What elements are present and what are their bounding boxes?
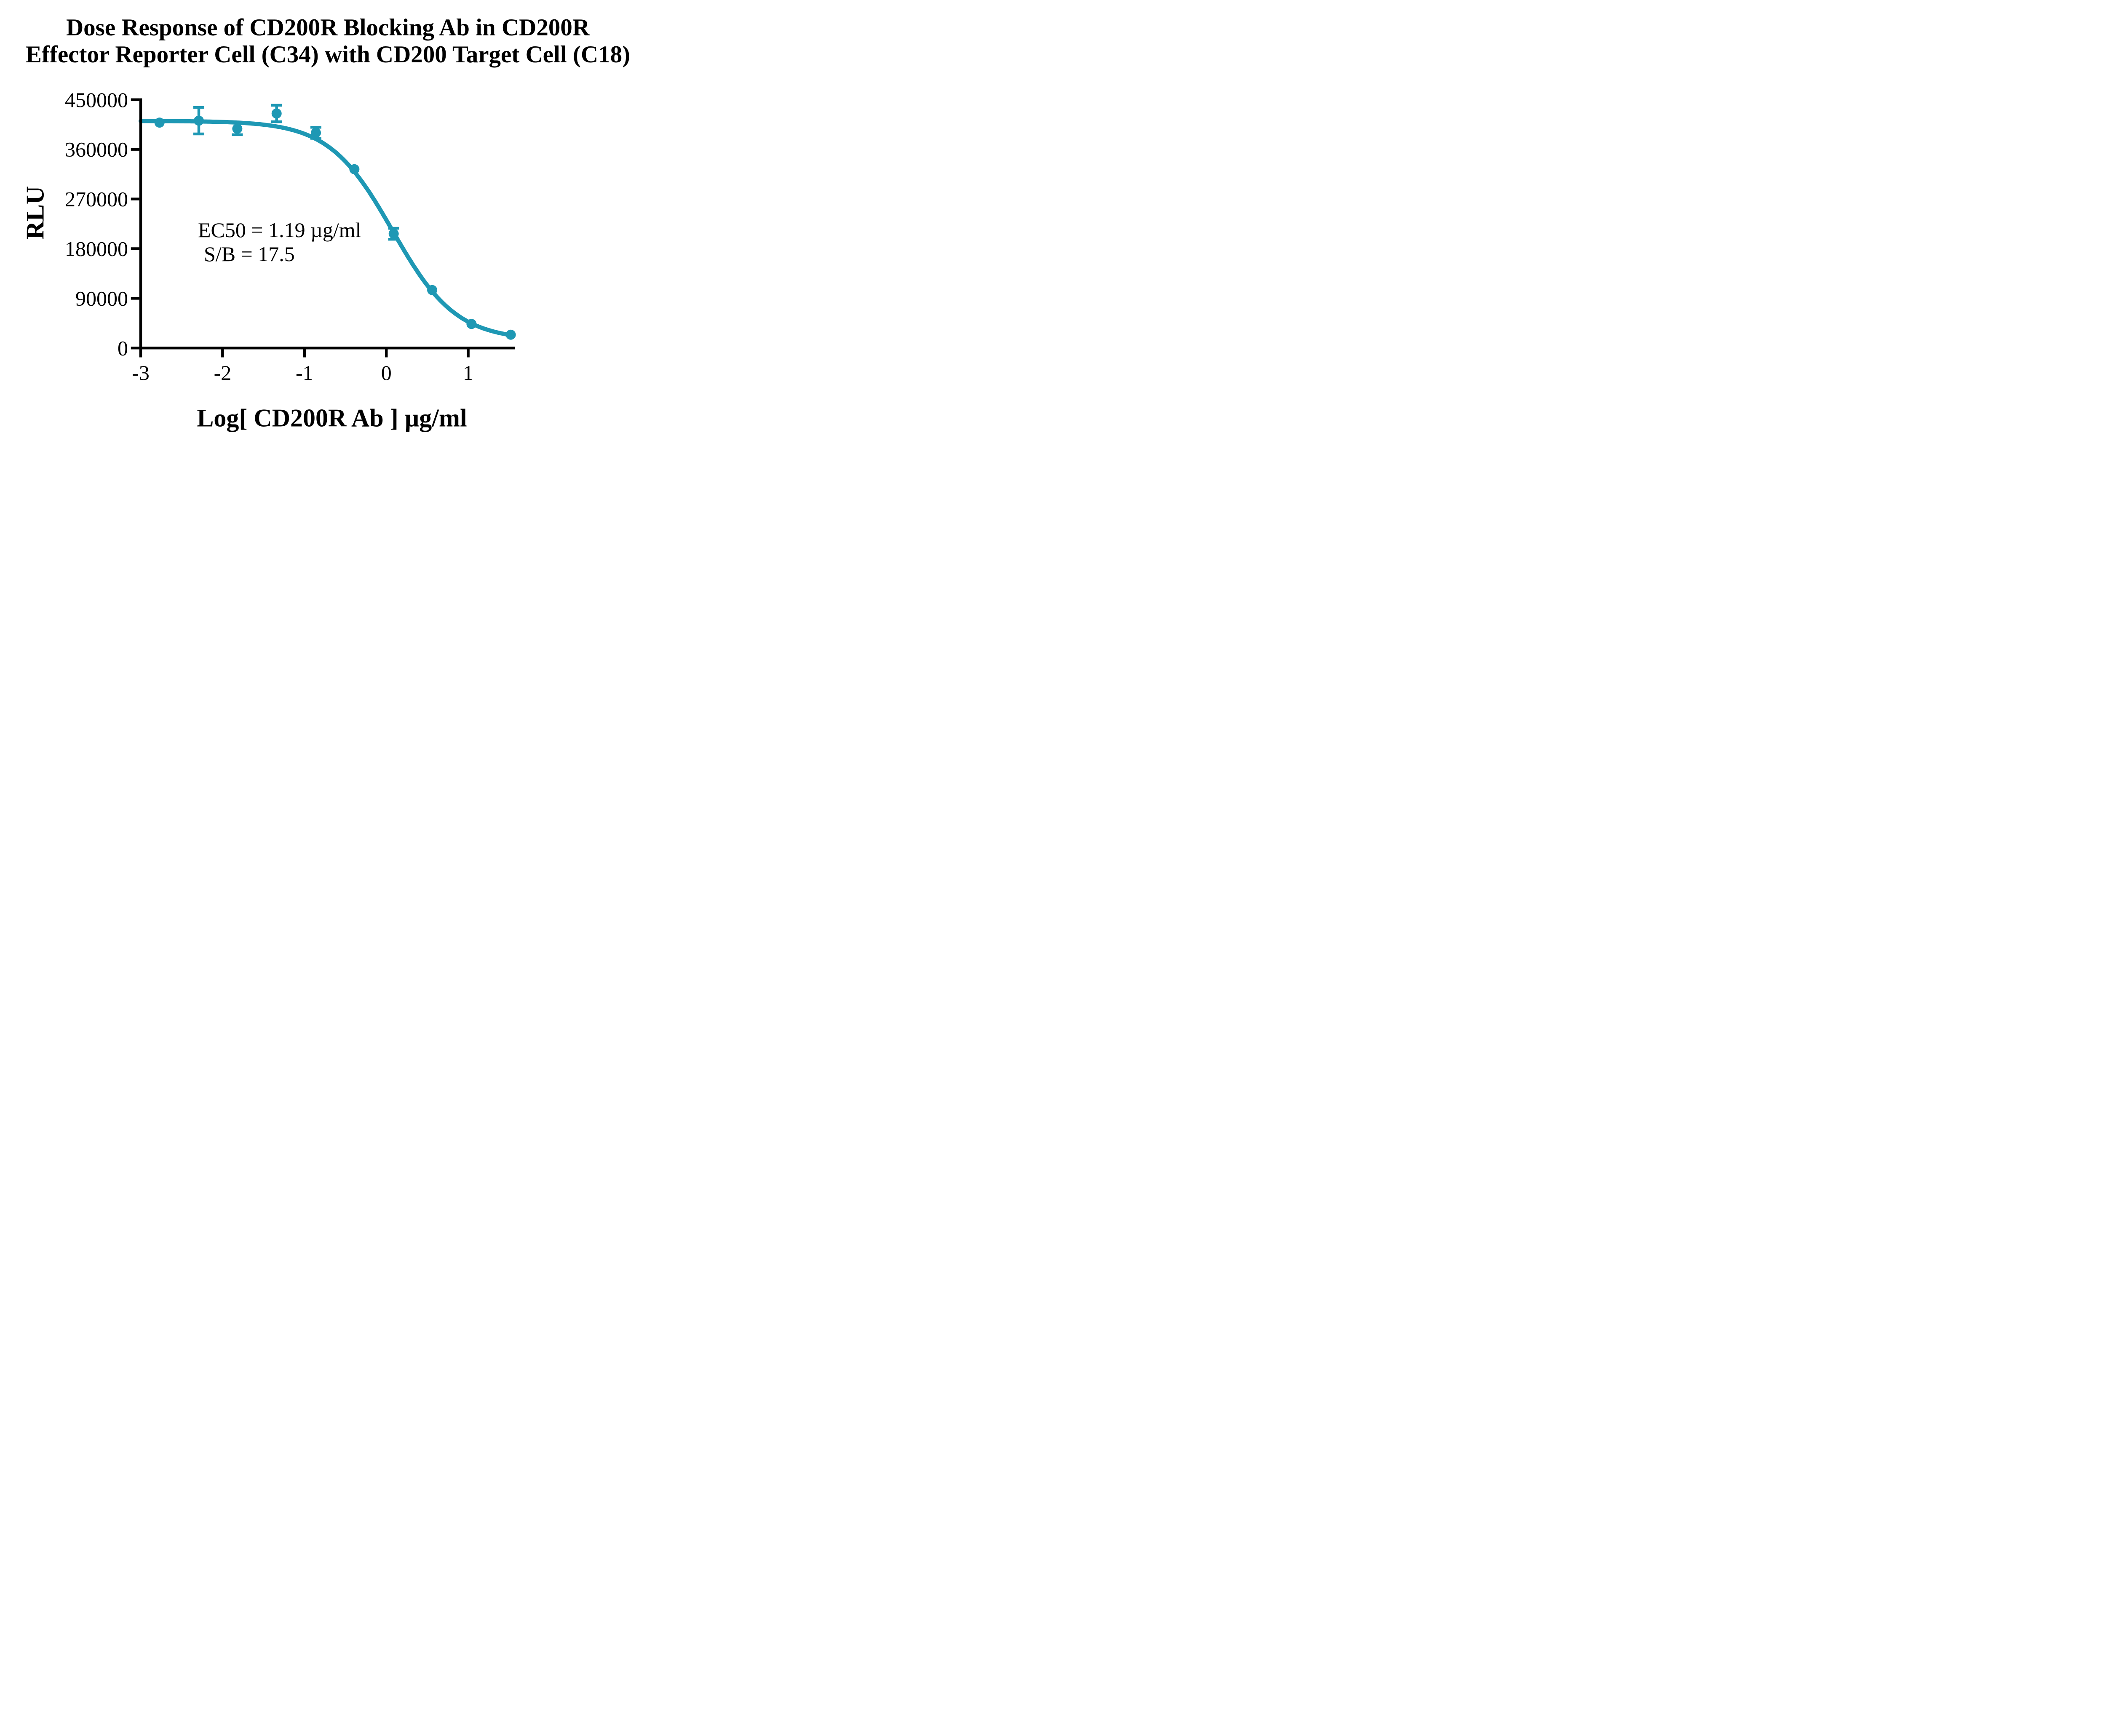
- x-axis-title: Log[ CD200R Ab ] µg/ml: [197, 404, 467, 432]
- data-point: [194, 115, 204, 126]
- data-point: [427, 285, 438, 295]
- chart-title-line1: Dose Response of CD200R Blocking Ab in C…: [66, 14, 590, 41]
- y-tick-label: 270000: [65, 187, 128, 211]
- fit-curve: [139, 119, 513, 337]
- x-tick-label: -1: [296, 361, 313, 385]
- chart-title: Dose Response of CD200R Blocking Ab in C…: [0, 14, 656, 68]
- x-tick-label: 0: [381, 361, 392, 385]
- y-tick-labels: 450000 360000 270000 180000 90000 0: [65, 88, 128, 360]
- y-tick-label: 90000: [75, 286, 128, 310]
- chart-title-line2: Effector Reporter Cell (C34) with CD200 …: [25, 41, 631, 68]
- y-tick-label: 180000: [65, 237, 128, 260]
- y-ticks: [131, 98, 139, 350]
- annotation-block: EC50 = 1.19 µg/ml S/B = 17.5: [198, 218, 361, 266]
- fit-curve-group: [139, 119, 513, 337]
- data-points: [154, 108, 516, 340]
- x-tick-label: -2: [214, 361, 232, 385]
- ec50-annotation: EC50 = 1.19 µg/ml: [198, 218, 361, 242]
- y-tick-label: 360000: [65, 138, 128, 161]
- data-point: [154, 118, 165, 128]
- data-point: [349, 164, 360, 174]
- data-point: [311, 128, 321, 138]
- data-point: [505, 329, 516, 340]
- y-tick-label: 0: [118, 336, 128, 360]
- y-tick-label: 450000: [65, 88, 128, 112]
- x-ticks: [139, 349, 470, 358]
- data-point: [232, 123, 243, 134]
- x-tick-label: 1: [463, 361, 473, 385]
- x-tick-label: -3: [132, 361, 150, 385]
- data-point: [271, 108, 282, 119]
- axes: [139, 98, 515, 350]
- chart-canvas: Dose Response of CD200R Blocking Ab in C…: [0, 0, 656, 434]
- data-point: [388, 229, 399, 239]
- data-point: [466, 319, 477, 329]
- error-bars: [193, 104, 399, 241]
- sb-annotation: S/B = 17.5: [204, 242, 295, 266]
- x-tick-labels: -3 -2 -1 0 1: [132, 361, 473, 385]
